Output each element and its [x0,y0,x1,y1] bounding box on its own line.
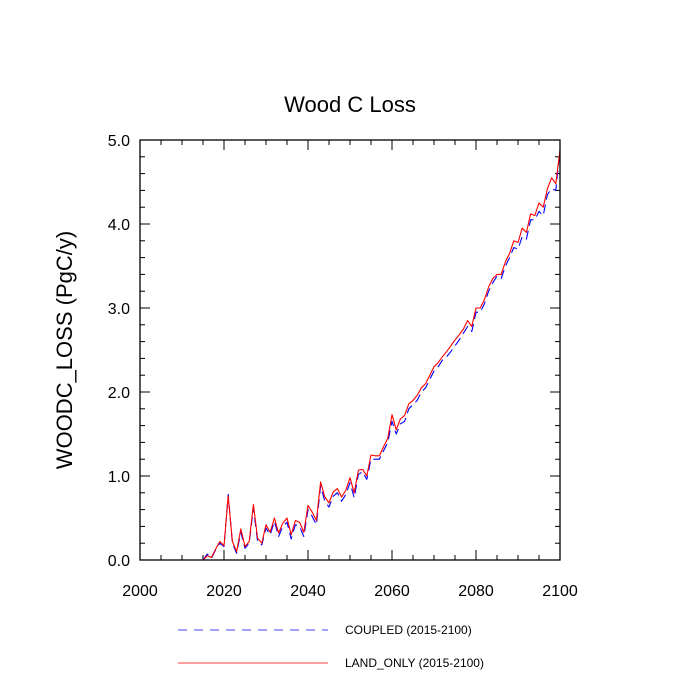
y-tick-label: 0.0 [108,553,130,570]
series-line-coupled [202,150,561,561]
y-axis-label: WOODC_LOSS (PgC/y) [52,231,77,469]
series-layer [202,150,561,561]
x-tick-label: 2080 [458,583,494,600]
y-tick-label: 3.0 [108,301,130,318]
chart-title: Wood C Loss [284,92,416,117]
x-tick-label: 2040 [290,583,326,600]
y-tick-label: 4.0 [108,217,130,234]
x-tick-label: 2020 [206,583,242,600]
y-tick-label: 5.0 [108,133,130,150]
legend: COUPLED (2015-2100) LAND_ONLY (2015-2100) [178,623,484,670]
y-tick-label: 1.0 [108,469,130,486]
x-tick-label: 2100 [542,583,578,600]
series-line-land-only [202,150,561,561]
legend-label: LAND_ONLY (2015-2100) [345,656,484,670]
legend-label: COUPLED (2015-2100) [345,623,472,637]
x-tick-label: 2000 [122,583,158,600]
plot-frame [139,139,561,561]
tick-layer: 2000 2020 2040 2060 2080 2100 0.0 1.0 2.0 3.0 4.0 5… [108,133,578,600]
y-tick-label: 2.0 [108,385,130,402]
x-tick-label: 2060 [374,583,410,600]
